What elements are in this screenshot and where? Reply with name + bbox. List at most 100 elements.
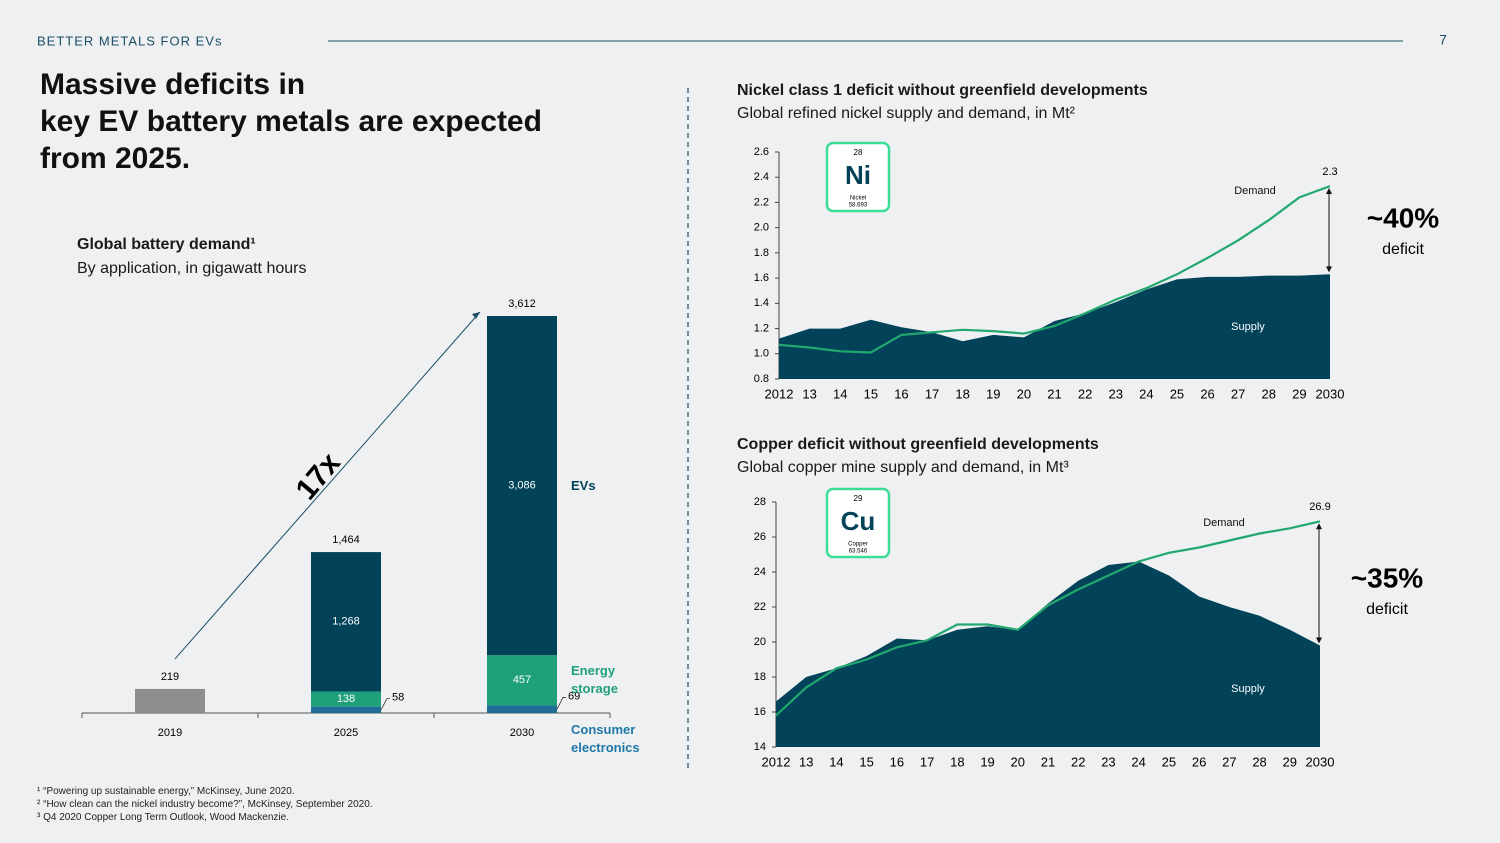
total-label: 1,464 (332, 534, 360, 546)
x-tick-label: 24 (1131, 754, 1145, 769)
x-tick-label: 19 (980, 754, 994, 769)
x-tick-label: 16 (894, 386, 908, 401)
arrow-head (1316, 523, 1322, 530)
y-tick-label: 0.8 (754, 373, 769, 385)
x-tick-label: 2030 (510, 727, 534, 739)
element-mass: 58.693 (849, 203, 868, 209)
chart-title: Copper deficit without greenfield develo… (737, 436, 1099, 453)
arrow-head (1326, 188, 1332, 195)
deficit-percent: ~40% (1367, 202, 1439, 233)
series-label: Demand (1234, 185, 1276, 197)
x-tick-label: 15 (859, 754, 873, 769)
y-tick-label: 2.4 (754, 171, 769, 183)
demand-line (775, 520, 1321, 717)
bar-segment (487, 705, 557, 713)
x-tick-label: 21 (1047, 386, 1061, 401)
x-tick-label: 20 (1011, 754, 1025, 769)
element-name: Copper (848, 542, 868, 548)
x-tick-label: 2012 (762, 754, 791, 769)
x-tick-label: 2025 (334, 727, 358, 739)
data-label: 3,086 (508, 479, 536, 491)
data-label: 58 (392, 692, 404, 704)
x-tick-label: 13 (802, 386, 816, 401)
x-tick-label: 20 (1017, 386, 1031, 401)
x-tick-label: 17 (925, 386, 939, 401)
header: BETTER METALS FOR EVs (37, 33, 222, 48)
element-name: Nickel (850, 196, 866, 202)
y-tick-label: 16 (754, 706, 766, 718)
x-tick-label: 13 (799, 754, 813, 769)
x-tick-label: 21 (1041, 754, 1055, 769)
supply-area (776, 561, 1320, 747)
arrow-head (472, 312, 480, 319)
x-tick-label: 14 (833, 386, 847, 401)
x-tick-label: 27 (1222, 754, 1236, 769)
total-label: 3,612 (508, 298, 536, 310)
demand-line (778, 185, 1331, 354)
footnote: ¹ “Powering up sustainable energy,” McKi… (37, 786, 295, 797)
page-number: 7 (1439, 32, 1447, 48)
y-tick-label: 22 (754, 601, 766, 613)
element-number: 29 (854, 494, 863, 503)
x-tick-label: 15 (864, 386, 878, 401)
bar-segment (487, 655, 557, 706)
x-tick-label: 29 (1292, 386, 1306, 401)
bar-segment (487, 316, 557, 656)
growth-annotation: 17x (290, 446, 348, 506)
y-tick-label: 26 (754, 531, 766, 543)
bar-segment (311, 691, 381, 707)
chart-subtitle: Global copper mine supply and demand, in… (737, 459, 1069, 476)
x-tick-label: 23 (1101, 754, 1115, 769)
x-tick-label: 25 (1170, 386, 1184, 401)
y-tick-label: 1.0 (754, 348, 769, 360)
y-tick-label: 24 (754, 566, 766, 578)
x-tick-label: 29 (1283, 754, 1297, 769)
y-tick-label: 20 (754, 636, 766, 648)
element-mass: 63.546 (849, 549, 868, 555)
x-tick-label: 28 (1252, 754, 1266, 769)
title: Massive deficits in key EV battery metal… (40, 66, 542, 177)
element-tile (825, 487, 891, 559)
element-symbol: Ni (845, 160, 871, 190)
x-tick-label: 16 (890, 754, 904, 769)
leader (380, 698, 390, 711)
y-tick-label: 2.2 (754, 196, 769, 208)
x-tick-label: 2019 (158, 727, 182, 739)
data-label: 138 (337, 693, 355, 705)
footnote: ² “How clean can the nickel industry bec… (37, 799, 373, 810)
y-tick-label: 1.2 (754, 322, 769, 334)
title-line: key EV battery metals are expected (40, 105, 542, 138)
x-tick-label: 17 (920, 754, 934, 769)
element-symbol: Cu (841, 506, 876, 536)
chart-subtitle: By application, in gigawatt hours (77, 260, 307, 277)
leader (556, 697, 566, 710)
x-tick-label: 18 (955, 386, 969, 401)
x-tick-label: 26 (1200, 386, 1214, 401)
data-label: 2.3 (1322, 166, 1337, 178)
data-label: 69 (568, 690, 580, 702)
series-label: Energy storage (571, 663, 618, 697)
deficit-label: deficit (1366, 601, 1408, 618)
data-label: 26.9 (1309, 501, 1330, 513)
y-tick-label: 1.4 (754, 297, 769, 309)
x-tick-label: 26 (1192, 754, 1206, 769)
growth-arrow (174, 311, 481, 660)
y-tick-label: 1.8 (754, 247, 769, 259)
x-tick-label: 2030 (1306, 754, 1335, 769)
data-label: 457 (513, 674, 531, 686)
title-line: from 2025. (40, 142, 191, 175)
data-label: 1,268 (332, 616, 360, 628)
y-tick-label: 2.0 (754, 222, 769, 234)
bar-segment (311, 552, 381, 692)
y-tick-label: 1.6 (754, 272, 769, 284)
x-tick-label: 27 (1231, 386, 1245, 401)
total-label: 219 (161, 671, 179, 683)
x-tick-label: 18 (950, 754, 964, 769)
footnote: ³ Q4 2020 Copper Long Term Outlook, Wood… (37, 812, 289, 823)
y-tick-label: 18 (754, 671, 766, 683)
deficit-percent: ~35% (1351, 562, 1423, 593)
deficit-label: deficit (1382, 241, 1424, 258)
x-tick-label: 19 (986, 386, 1000, 401)
title-line: Massive deficits in (40, 68, 306, 101)
